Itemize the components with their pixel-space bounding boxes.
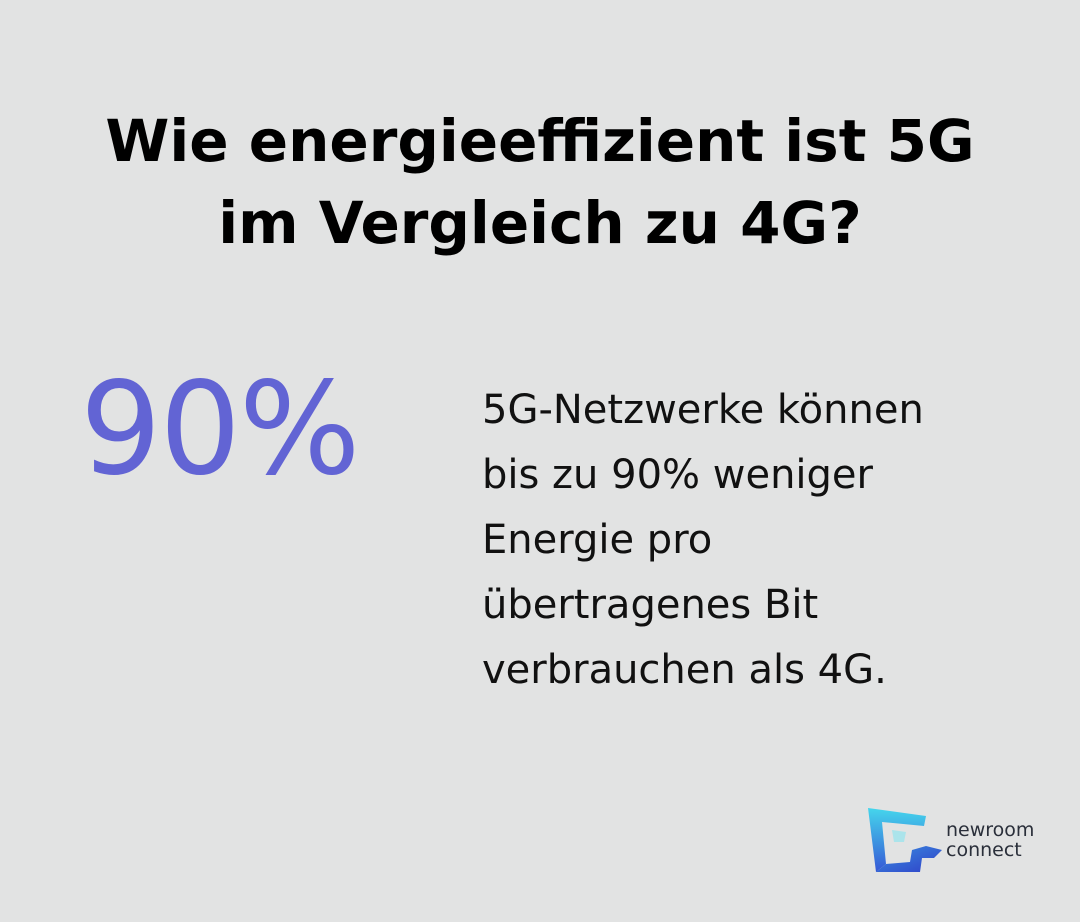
- stat-description-line: verbrauchen als 4G.: [482, 647, 887, 693]
- stat-description-line: 5G-Netzwerke können: [482, 387, 924, 433]
- brand-logo-line-2: connect: [946, 839, 1022, 861]
- brand-logo-line-1: newroom: [946, 819, 1035, 841]
- stat-value: 90%: [80, 355, 360, 504]
- brand-logo: newroom connect: [866, 806, 1046, 876]
- brand-logo-text: newroom connect: [946, 820, 1034, 860]
- stat-description-line: übertragenes Bit: [482, 582, 819, 628]
- brand-logo-icon: [868, 808, 942, 872]
- stat-description-line: Energie pro: [482, 517, 713, 563]
- page-title-line-1: Wie energieeffizient ist 5G: [105, 107, 975, 175]
- stat-description-line: bis zu 90% weniger: [482, 452, 873, 498]
- stat-description: 5G-Netzwerke können bis zu 90% weniger E…: [482, 378, 1042, 703]
- page-title: Wie energieeffizient ist 5G im Vergleich…: [30, 100, 1050, 264]
- page-title-line-2: im Vergleich zu 4G?: [218, 189, 862, 257]
